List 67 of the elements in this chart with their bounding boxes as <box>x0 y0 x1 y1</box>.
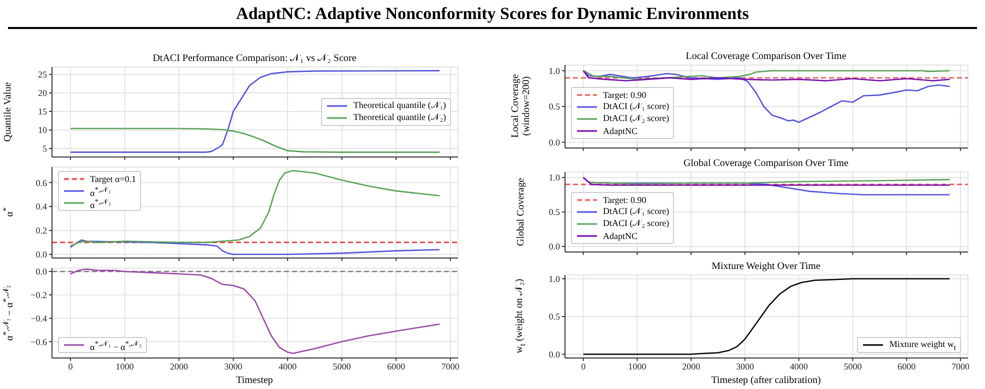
legend-label: Theoretical quantile (𝒩₂) <box>353 112 446 123</box>
y-tick-label: 0.2 <box>36 226 47 236</box>
y-tick-label: 0.5 <box>548 312 560 322</box>
x-tick-label: 0 <box>68 361 74 372</box>
y-tick-label: 0.0 <box>548 242 560 252</box>
y-tick-label: 0.4 <box>36 202 48 212</box>
y-tick-label: 15 <box>38 106 48 117</box>
y-tick-label: 0.0 <box>36 266 48 277</box>
y-tick-label: 0.5 <box>548 102 560 112</box>
chart-title: DtACI Performance Comparison: 𝒩₁ vs 𝒩₂ Score <box>152 53 358 64</box>
legend-label: DtACI (𝒩₂ score) <box>603 218 670 230</box>
chart-title: Local Coverage Comparison Over Time <box>684 51 848 62</box>
y-tick-label: 0.6 <box>36 178 48 188</box>
x-tick-label: 3000 <box>736 361 754 372</box>
x-tick-label: 4000 <box>278 361 298 372</box>
x-tick-label: 1000 <box>628 361 647 372</box>
legend-label: DtACI (𝒩₁ score) <box>603 206 670 218</box>
legend-label: α$^{*,𝒩₁}$ <box>90 184 111 198</box>
x-tick-label: 6000 <box>898 361 916 372</box>
x-tick-label: 0 <box>581 361 586 372</box>
y-tick-label: 20 <box>38 88 48 98</box>
legend-label: AdaptNC <box>603 126 638 136</box>
y-axis-title: Local Coverage (window=200) <box>510 74 532 138</box>
line-series <box>70 170 440 247</box>
x-axis-title: Timestep <box>235 375 274 386</box>
legend-label: DtACI (𝒩₁ score) <box>603 101 670 112</box>
y-tick-label: 25 <box>38 70 48 80</box>
y-tick-label: −0.2 <box>30 290 47 300</box>
y-axis-title: Global Coverage <box>516 177 526 246</box>
line-series <box>70 268 440 354</box>
chart-title: Global Coverage Comparison Over Time <box>682 158 850 169</box>
x-tick-label: 6000 <box>387 361 406 372</box>
y-tick-label: 0.0 <box>36 250 48 260</box>
legend-label: Target α=0.1 <box>90 174 136 184</box>
legend-label: DtACI (𝒩₂ score) <box>603 113 670 124</box>
line-series <box>70 128 440 153</box>
x-tick-label: 7000 <box>441 361 460 372</box>
y-tick-label: 0.5 <box>548 207 560 218</box>
y-tick-label: 0.0 <box>548 137 560 148</box>
y-tick-label: 1.0 <box>548 274 560 284</box>
x-tick-label: 3000 <box>224 361 243 372</box>
y-tick-label: −0.4 <box>30 313 48 324</box>
y-tick-label: 10 <box>38 125 48 136</box>
y-tick-label: 0.0 <box>548 349 560 360</box>
legend-label: AdaptNC <box>603 230 638 241</box>
y-axis-title: Quantile Value <box>2 82 14 142</box>
x-tick-label: 5000 <box>332 361 352 372</box>
legend-label: α$^{*,𝒩₁}$ − α$^{*,𝒩₂}$ <box>90 338 142 352</box>
y-tick-label: 1.0 <box>548 66 560 76</box>
x-tick-label: 2000 <box>170 361 189 372</box>
y-tick-label: 5 <box>42 144 48 154</box>
legend-label: α$^{*,𝒩₂}$ <box>90 196 111 210</box>
x-axis-title: Timestep (after calibration) <box>710 375 822 386</box>
x-tick-label: 1000 <box>116 361 134 372</box>
legend-label: Target: 0.90 <box>603 194 646 205</box>
x-tick-label: 7000 <box>951 361 970 372</box>
y-tick-label: −0.6 <box>30 336 48 347</box>
legend-label: Mixture weight w$_{t}$ <box>889 338 956 352</box>
text: AdaptNC: Adaptive Nonconformity Scores for Dynamic Environments <box>235 4 750 24</box>
y-tick-label: 1.0 <box>548 172 560 183</box>
legend-label: Target: 0.90 <box>603 90 646 100</box>
x-tick-label: 5000 <box>844 361 862 372</box>
line-series <box>70 239 440 256</box>
legend-label: Theoretical quantile (𝒩₁) <box>353 100 446 111</box>
chart-title: Mixture Weight Over Time <box>710 261 822 272</box>
x-tick-label: 4000 <box>790 361 808 372</box>
x-tick-label: 2000 <box>682 361 701 372</box>
